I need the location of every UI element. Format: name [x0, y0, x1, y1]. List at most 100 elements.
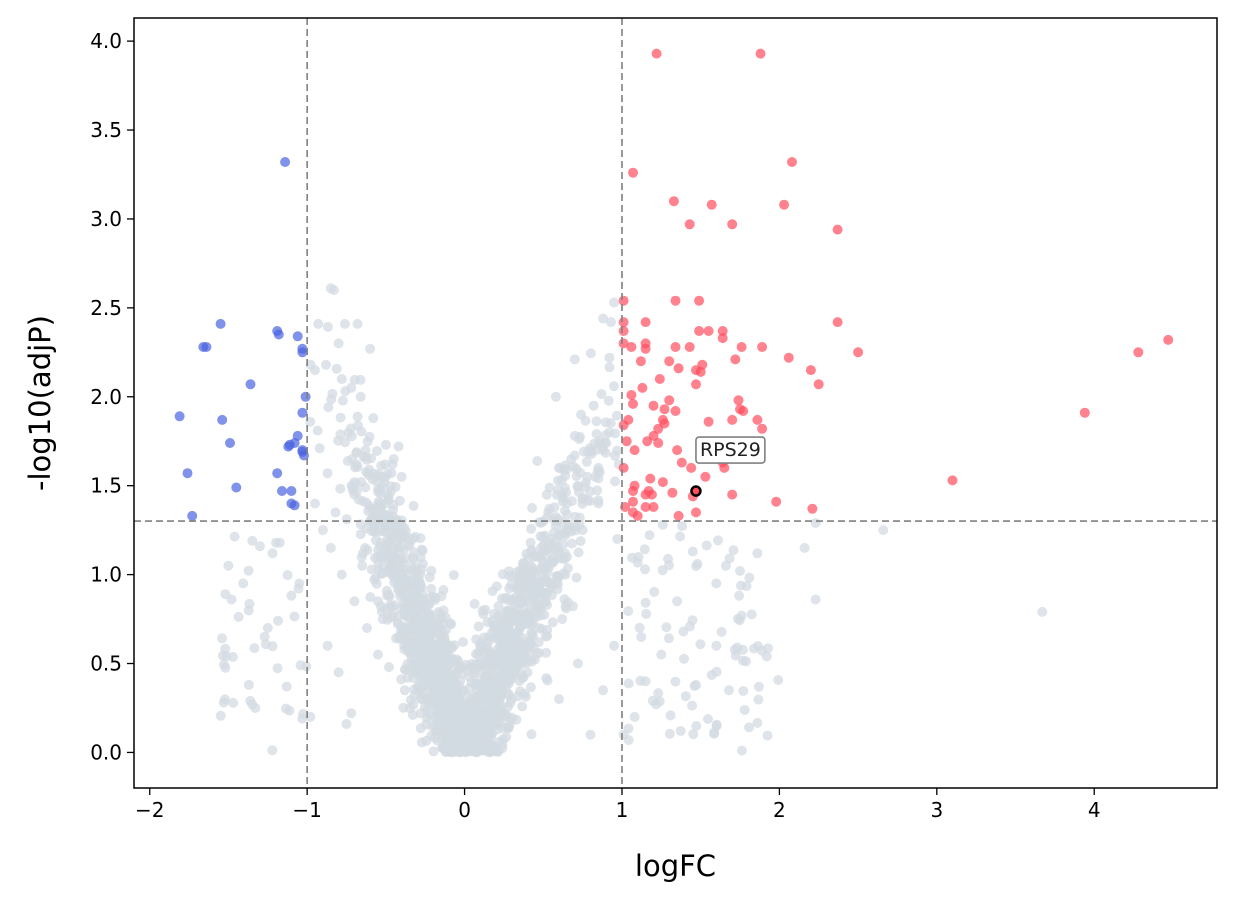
up-point: [1133, 347, 1144, 358]
ns-point: [408, 554, 419, 565]
ns-point: [331, 363, 342, 374]
ns-point: [561, 603, 572, 614]
up-point: [787, 157, 797, 167]
ns-point: [377, 614, 388, 625]
up-point: [730, 354, 741, 365]
down-points-layer: [174, 157, 311, 521]
ns-point: [541, 673, 552, 684]
ns-point: [487, 728, 498, 739]
ns-point: [810, 518, 821, 528]
ns-point: [330, 507, 341, 518]
up-point: [736, 342, 747, 352]
up-point: [691, 507, 701, 518]
ns-point: [480, 604, 491, 615]
ns-point: [578, 493, 589, 503]
ns-point: [424, 612, 435, 623]
ns-point: [503, 608, 514, 619]
ns-point: [520, 653, 531, 664]
ns-point: [591, 416, 602, 427]
ns-point: [609, 297, 620, 308]
ns-point: [530, 569, 541, 580]
ns-point: [509, 660, 520, 671]
ns-point: [478, 733, 489, 744]
ns-point: [571, 572, 582, 583]
ns-point: [355, 529, 366, 540]
ns-point: [461, 710, 472, 721]
ns-point: [547, 617, 558, 628]
ns-point: [716, 626, 727, 637]
ns-point: [467, 663, 477, 674]
ns-point: [333, 338, 344, 349]
ns-point: [238, 578, 249, 589]
ns-point: [260, 639, 271, 650]
ns-point: [438, 657, 449, 668]
ns-point: [362, 623, 372, 633]
up-point: [700, 471, 711, 482]
ns-point: [451, 742, 462, 753]
ns-point: [433, 690, 444, 701]
ns-point: [223, 560, 234, 571]
up-point: [853, 347, 864, 358]
ns-point: [392, 553, 403, 564]
ns-point: [691, 721, 702, 731]
ns-point: [701, 540, 712, 551]
ns-point: [604, 362, 615, 373]
ns-point: [458, 701, 469, 712]
ns-point: [457, 686, 468, 697]
ns-point: [596, 389, 607, 399]
ns-point: [574, 512, 585, 523]
y-tick-label: 2.0: [90, 385, 122, 409]
ns-point: [505, 618, 516, 628]
ns-point: [380, 459, 391, 470]
ns-point: [703, 714, 713, 724]
ns-point: [518, 558, 529, 569]
ns-point: [372, 446, 382, 456]
ns-point: [509, 636, 520, 647]
up-point: [648, 502, 659, 512]
up-point: [618, 338, 629, 349]
y-tick-label: 0.5: [90, 652, 122, 676]
ns-point: [322, 321, 333, 332]
ns-point: [325, 542, 336, 553]
ns-point: [392, 611, 403, 622]
ns-point: [553, 571, 564, 582]
ns-point: [229, 531, 240, 542]
ns-point: [552, 553, 563, 564]
ns-point: [381, 510, 392, 521]
up-point: [618, 326, 629, 336]
down-point: [273, 329, 284, 340]
ns-point: [425, 629, 436, 640]
down-point: [174, 411, 185, 422]
up-point: [654, 374, 665, 384]
up-point: [673, 363, 684, 374]
ns-point: [504, 583, 515, 594]
up-point: [629, 445, 640, 456]
ns-point: [552, 584, 563, 595]
ns-point: [380, 498, 391, 509]
ns-point: [736, 745, 747, 756]
ns-point: [580, 482, 591, 492]
ns-point: [534, 588, 545, 599]
ns-point: [483, 703, 494, 713]
ns-point: [250, 703, 261, 713]
ns-point: [497, 569, 508, 580]
plot-frame: [133, 17, 1218, 789]
ns-point: [215, 710, 226, 721]
ns-point: [753, 681, 764, 692]
ns-point: [649, 586, 660, 597]
ns-point: [541, 647, 552, 658]
ns-point: [355, 391, 366, 402]
ns-point: [392, 618, 403, 629]
ns-point: [412, 627, 423, 638]
ns-point: [416, 544, 427, 555]
ns-point: [289, 611, 300, 622]
ns-point: [493, 601, 504, 612]
ns-point: [711, 640, 722, 651]
down-point: [300, 391, 311, 402]
ns-point: [343, 427, 354, 438]
ns-point: [415, 533, 426, 544]
ns-point: [437, 618, 448, 629]
ns-point: [479, 679, 490, 690]
ns-point: [572, 658, 583, 669]
ns-point: [415, 708, 426, 719]
